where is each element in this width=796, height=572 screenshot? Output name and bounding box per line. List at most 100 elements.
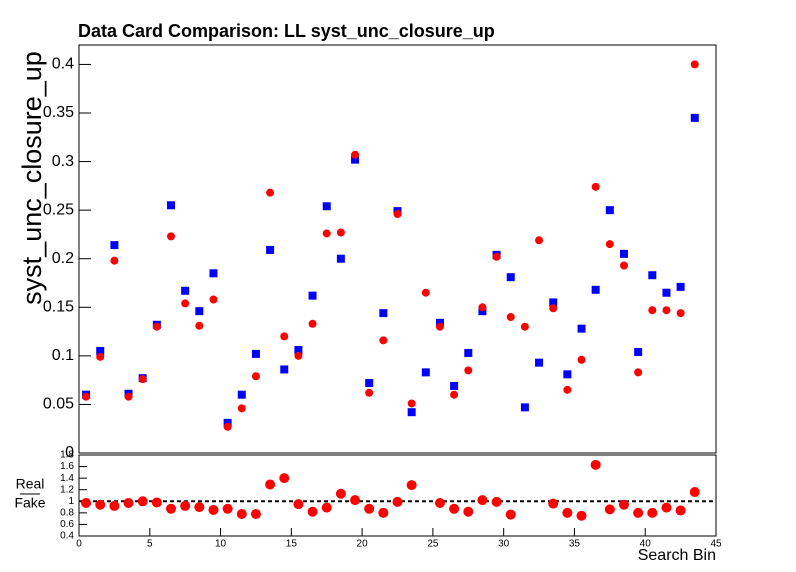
y-tick-label: 1.8	[60, 450, 74, 461]
y-tick-label: 1	[68, 496, 74, 507]
x-tick-label: 0	[76, 539, 82, 550]
marker	[109, 500, 120, 511]
marker	[407, 408, 416, 417]
marker	[336, 228, 345, 237]
marker	[506, 273, 515, 282]
marker	[492, 252, 501, 261]
marker	[322, 202, 331, 211]
marker	[308, 291, 317, 300]
marker	[222, 503, 233, 514]
marker	[110, 256, 119, 265]
marker	[619, 261, 628, 270]
marker	[661, 502, 672, 513]
marker	[95, 499, 106, 510]
marker	[351, 155, 360, 164]
marker	[421, 288, 430, 297]
marker	[237, 404, 246, 413]
marker	[675, 505, 686, 516]
y-tick-label: 0.25	[43, 201, 74, 218]
marker	[392, 496, 403, 507]
y-tick-label: 0.2	[52, 250, 74, 267]
marker	[421, 368, 430, 377]
y-tick-label: 1.6	[60, 461, 74, 472]
x-tick-label: 20	[357, 539, 369, 550]
marker	[208, 504, 219, 515]
marker	[690, 113, 699, 122]
marker	[505, 509, 516, 520]
y-tick-label: 0.15	[43, 299, 74, 316]
marker	[138, 375, 147, 384]
y-tick-label: 1.2	[60, 484, 74, 495]
marker	[166, 503, 177, 514]
marker	[365, 388, 374, 397]
marker	[81, 498, 92, 509]
marker	[647, 507, 658, 518]
marker	[478, 303, 487, 312]
plot-frame	[78, 44, 717, 454]
marker	[294, 346, 303, 355]
marker	[280, 332, 289, 341]
marker	[294, 351, 303, 360]
marker	[662, 288, 671, 297]
marker	[335, 488, 346, 499]
marker	[576, 510, 587, 521]
y-axis-label: syst_unc_closure_up	[17, 51, 47, 305]
marker	[520, 403, 529, 412]
marker	[548, 498, 559, 509]
marker	[520, 322, 529, 331]
marker	[266, 188, 275, 197]
marker	[563, 370, 572, 379]
marker	[690, 60, 699, 69]
marker	[151, 497, 162, 508]
marker	[633, 507, 644, 518]
marker	[464, 348, 473, 357]
marker	[563, 385, 572, 394]
marker	[82, 392, 91, 401]
marker	[96, 347, 105, 355]
marker	[322, 229, 331, 238]
x-tick-label: 15	[286, 539, 298, 550]
y-tick-label: 0.35	[43, 104, 74, 121]
marker	[293, 499, 304, 510]
marker	[251, 372, 260, 381]
marker	[591, 285, 600, 294]
chart-title: Data Card Comparison: LL syst_unc_closur…	[78, 21, 495, 41]
marker	[662, 306, 671, 315]
marker	[307, 506, 318, 517]
marker	[577, 324, 586, 333]
marker	[605, 206, 614, 215]
ratio-denominator: Fake	[14, 495, 45, 511]
x-tick-label: 10	[215, 539, 227, 550]
marker	[379, 309, 388, 318]
y-tick-label: 0.6	[60, 519, 74, 530]
marker	[562, 507, 573, 518]
x-tick-label: 35	[569, 539, 581, 550]
plot-area	[79, 459, 716, 521]
marker	[365, 379, 374, 388]
marker	[435, 322, 444, 331]
marker	[237, 390, 246, 399]
marker	[209, 295, 218, 304]
marker	[167, 232, 176, 241]
marker	[251, 349, 260, 358]
marker	[463, 506, 474, 517]
marker	[250, 509, 261, 520]
marker	[605, 240, 614, 249]
marker	[236, 509, 247, 520]
y-tick-label: 1.4	[60, 473, 74, 484]
marker	[618, 499, 629, 510]
marker	[110, 241, 119, 250]
marker	[450, 381, 459, 390]
plot-area	[82, 60, 699, 431]
marker	[604, 504, 615, 515]
marker	[209, 269, 218, 278]
marker	[491, 496, 502, 507]
marker	[407, 399, 416, 408]
x-tick-label: 30	[498, 539, 510, 550]
marker	[223, 422, 232, 431]
marker	[180, 500, 191, 511]
marker	[477, 495, 488, 506]
marker	[194, 502, 205, 513]
marker	[676, 309, 685, 318]
x-axis-label: Search Bin	[638, 547, 716, 564]
